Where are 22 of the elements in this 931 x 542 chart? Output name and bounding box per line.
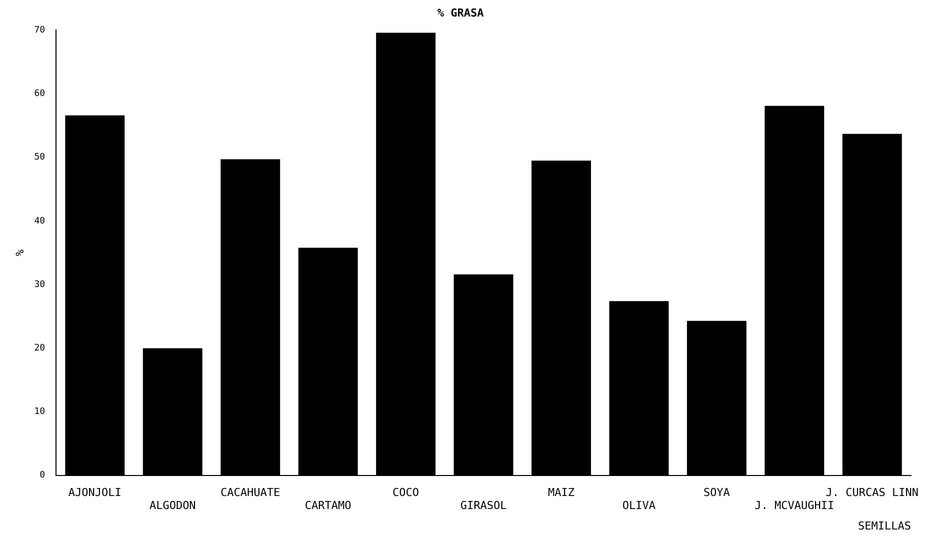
y-axis-title: % [13,249,26,256]
y-tick-label: 0 [40,470,46,481]
x-tick-label: J. CURCAS LINN [826,486,918,499]
x-tick-label: GIRASOL [460,499,508,512]
x-tick-label: CACAHUATE [220,486,280,499]
y-tick-label: 70 [34,26,46,36]
x-tick-label: ALGODON [149,499,196,512]
y-tick-label: 30 [34,280,46,290]
x-tick-label: AJONJOLI [68,486,122,499]
y-tick-label: 60 [34,89,46,100]
x-axis-title: SEMILLAS [858,519,911,532]
chart-title: % GRASA [437,6,484,20]
x-tick-label: COCO [392,486,420,499]
x-tick-label: MAIZ [548,486,575,499]
x-tick-label: J. MCVAUGHII [754,499,834,512]
y-tick-label: 40 [34,216,46,226]
x-tick-label: SOYA [703,486,730,499]
y-tick-label: 50 [34,152,46,163]
y-tick-label: 10 [34,407,46,418]
y-tick-label: 20 [34,344,46,354]
x-tick-label: CARTAMO [304,499,352,512]
x-tick-label: OLIVA [622,499,656,512]
